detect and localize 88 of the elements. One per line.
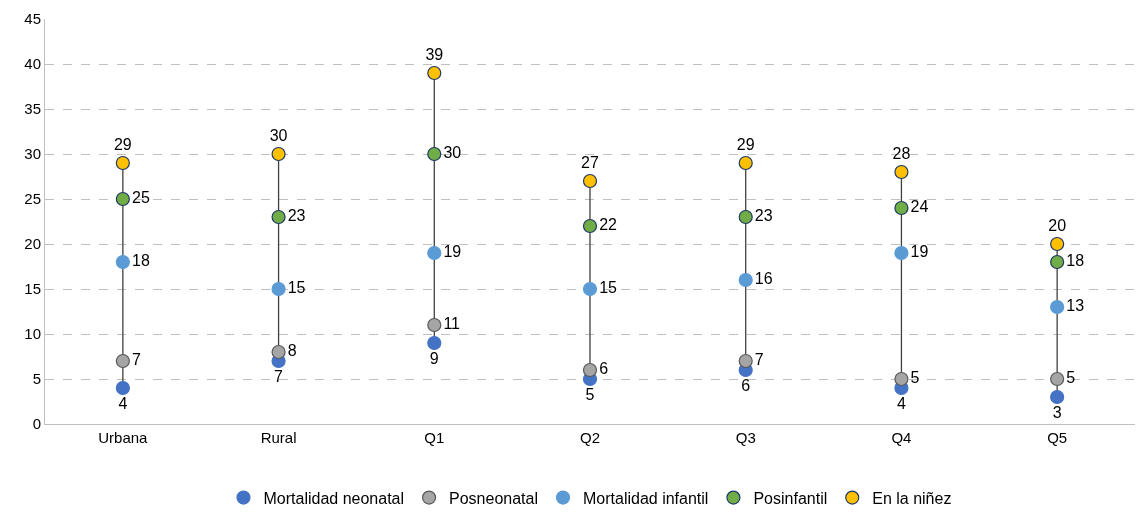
y-tick-label: 0: [32, 415, 41, 433]
data-label: 19: [443, 243, 462, 260]
legend-label: En la niñez: [872, 489, 952, 507]
data-label: 9: [429, 350, 439, 368]
data-label: 29: [736, 135, 755, 153]
data-label: 6: [741, 377, 751, 395]
point: [427, 146, 442, 162]
data-label: 4: [118, 395, 128, 413]
x-tick-label: Q3: [735, 429, 756, 446]
data-label: 11: [443, 315, 461, 332]
data-label: 7: [131, 351, 141, 368]
point: [582, 281, 598, 297]
y-tick-label: 30: [24, 145, 41, 163]
y-tick-label: 15: [24, 280, 41, 298]
point: [894, 200, 909, 216]
point: [738, 209, 753, 225]
point: [115, 353, 130, 369]
legend-label: Mortalidad infantil: [583, 489, 709, 507]
point: [1050, 236, 1065, 252]
x-tick-label: Q5: [1047, 429, 1068, 446]
point: [1050, 299, 1065, 315]
data-label: 30: [269, 126, 288, 144]
point: [271, 344, 286, 360]
data-label: 19: [910, 243, 929, 260]
data-label: 25: [131, 189, 150, 206]
data-label: 4: [896, 395, 906, 413]
legend-label: Mortalidad neonatal: [263, 489, 405, 507]
point: [582, 218, 598, 234]
point: [271, 146, 286, 162]
point: [271, 209, 286, 225]
point: [427, 317, 442, 333]
point: [738, 353, 753, 369]
data-label: 5: [1066, 369, 1076, 386]
data-label: 3: [1052, 404, 1062, 422]
data-label: 15: [599, 279, 618, 296]
data-label: 18: [131, 252, 150, 269]
point: [582, 173, 598, 189]
data-label: 18: [1066, 252, 1085, 269]
data-label: 8: [287, 342, 297, 359]
data-label: 5: [910, 369, 920, 386]
point: [1050, 371, 1065, 387]
point: [1050, 389, 1065, 405]
data-label: 24: [910, 198, 929, 215]
point: [894, 371, 909, 387]
x-tick-label: Urbana: [98, 429, 149, 446]
x-tick-label: Q4: [891, 429, 912, 446]
point: [115, 191, 130, 207]
data-label: 20: [1048, 216, 1067, 234]
point: [427, 335, 442, 351]
data-label: 28: [892, 144, 911, 162]
point: [582, 362, 598, 378]
point: [894, 164, 909, 180]
point: [271, 281, 286, 297]
data-label: 39: [425, 45, 444, 63]
point: [738, 155, 753, 171]
data-label: 13: [1066, 297, 1085, 314]
data-label: 29: [113, 135, 132, 153]
point: [427, 65, 442, 81]
point: [1050, 254, 1065, 270]
x-tick-label: Q1: [424, 429, 445, 446]
data-label: 7: [754, 351, 764, 368]
data-label: 7: [274, 368, 284, 386]
y-tick-label: 5: [32, 370, 41, 388]
data-label: 5: [585, 386, 595, 404]
data-label: 27: [581, 153, 599, 171]
data-label: 30: [443, 144, 462, 161]
data-label: 6: [599, 360, 609, 377]
point: [894, 245, 909, 261]
point: [738, 272, 753, 288]
y-tick-label: 35: [24, 100, 41, 118]
data-label: 22: [599, 216, 618, 233]
point: [115, 254, 130, 270]
y-tick-label: 25: [24, 190, 41, 208]
legend-label: Posinfantil: [753, 489, 828, 507]
x-tick-label: Rural: [260, 429, 297, 446]
y-tick-label: 10: [24, 325, 41, 343]
x-tick-label: Q2: [579, 429, 601, 446]
data-label: 16: [754, 270, 773, 287]
data-label: 23: [754, 207, 773, 224]
y-tick-label: 20: [24, 235, 41, 253]
data-label: 15: [287, 279, 306, 296]
point: [427, 245, 442, 261]
data-label: 23: [287, 207, 306, 224]
y-tick-label: 45: [24, 10, 41, 28]
point: [115, 155, 130, 171]
point: [115, 380, 130, 396]
legend-label: Posneonatal: [449, 489, 539, 507]
y-tick-label: 40: [24, 55, 41, 73]
